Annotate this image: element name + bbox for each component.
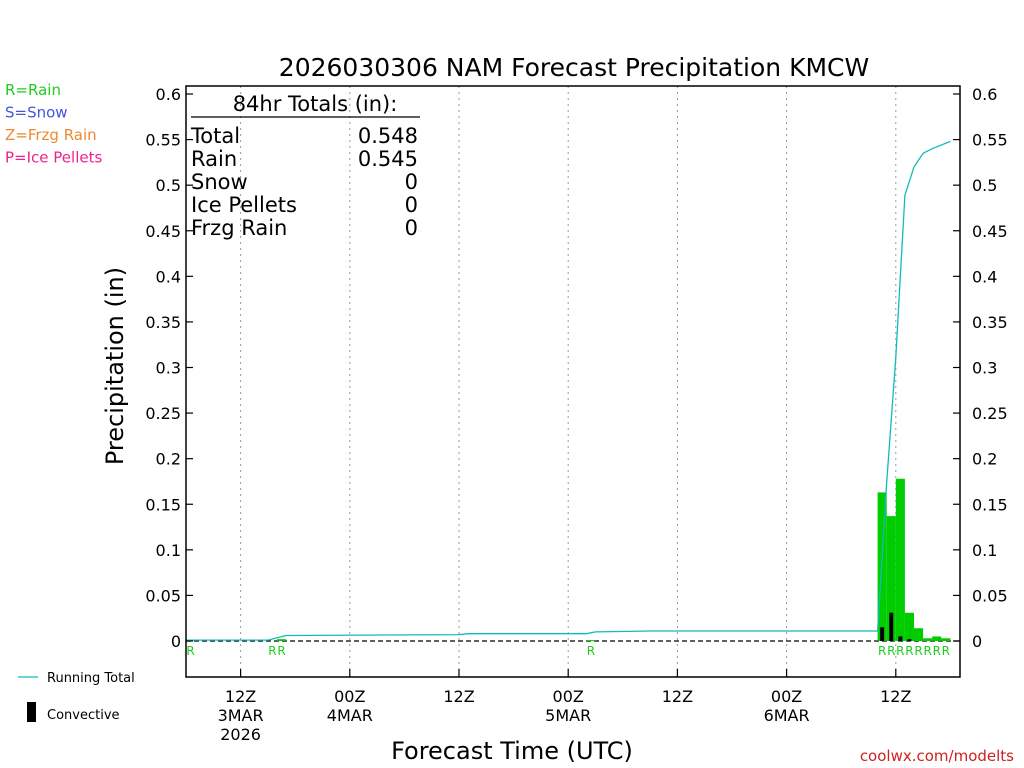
- chart-title: 2026030306 NAM Forecast Precipitation KM…: [279, 53, 869, 82]
- plot-frame: [185, 85, 961, 678]
- y-tick-label-right: 0.05: [972, 586, 1008, 605]
- convective-bar: [907, 639, 912, 641]
- precip-type-label: R: [887, 644, 895, 658]
- y-tick-label-left: 0.15: [145, 495, 181, 514]
- precip-bar: [886, 516, 896, 641]
- totals-row-name: Snow: [191, 170, 248, 194]
- x-tick-label: 2026: [220, 725, 261, 744]
- y-tick-label-left: 0.5: [156, 176, 181, 195]
- precip-type-label: R: [277, 644, 285, 658]
- bars-layer: [277, 478, 951, 642]
- x-tick-label: 12Z: [880, 687, 911, 706]
- precip-bar: [895, 478, 905, 641]
- y-tick-label-right: 0.4: [972, 267, 997, 286]
- precip-bar: [277, 639, 287, 641]
- x-tick-label: 5MAR: [545, 706, 591, 725]
- y-tick-label-right: 0.35: [972, 313, 1008, 332]
- totals-row-value: 0: [405, 216, 418, 240]
- precip-type-label: R: [587, 644, 595, 658]
- convective-bar: [880, 627, 885, 641]
- precip-type-label: R: [942, 644, 950, 658]
- totals-row-name: Frzg Rain: [191, 216, 287, 240]
- x-tick-label: 3MAR: [218, 706, 264, 725]
- y-tick-label-left: 0.2: [156, 450, 181, 469]
- x-tick-label: 00Z: [771, 687, 802, 706]
- totals-row-name: Ice Pellets: [191, 193, 297, 217]
- y-tick-label-right: 0: [972, 632, 982, 651]
- y-tick-label-right: 0.55: [972, 131, 1008, 150]
- x-axis-label: Forecast Time (UTC): [391, 737, 633, 765]
- totals-row-name: Rain: [191, 147, 237, 171]
- precip-type-label: R: [896, 644, 904, 658]
- y-axis-label: Precipitation (in): [101, 267, 129, 465]
- x-tick-label: 00Z: [334, 687, 365, 706]
- y-tick-label-left: 0.3: [156, 359, 181, 378]
- x-tick-label: 12Z: [443, 687, 474, 706]
- precip-bar: [914, 628, 924, 641]
- y-tick-label-right: 0.5: [972, 176, 997, 195]
- convective-swatch: [27, 702, 36, 722]
- y-tick-label-left: 0.25: [145, 404, 181, 423]
- legend-running-total: Running Total: [47, 671, 135, 686]
- y-tick-label-right: 0.45: [972, 222, 1008, 241]
- x-tick-label: 4MAR: [327, 706, 373, 725]
- legend-item: Z=Frzg Rain: [5, 126, 97, 144]
- precip-type-label: R: [923, 644, 931, 658]
- x-tick-label: 00Z: [553, 687, 584, 706]
- y-tick-label-left: 0.6: [156, 85, 181, 104]
- convective-bar: [898, 636, 903, 641]
- x-tick-label: 6MAR: [764, 706, 810, 725]
- legend-convective: Convective: [47, 708, 120, 723]
- totals-row-value: 0.545: [358, 147, 418, 171]
- precip-type-label: R: [933, 644, 941, 658]
- y-tick-label-left: 0.4: [156, 267, 181, 286]
- y-tick-label-left: 0.55: [145, 131, 181, 150]
- precip-type-label: R: [914, 644, 922, 658]
- y-tick-label-right: 0.3: [972, 359, 997, 378]
- precip-type-label: R: [186, 644, 194, 658]
- precip-type-label: R: [905, 644, 913, 658]
- precip-type-label: R: [878, 644, 886, 658]
- x-tick-label: 12Z: [225, 687, 256, 706]
- labels-layer: 0 00.05 0.050.1 0.10.15 0.150.2 0.20.25 0.250.…: [5, 81, 1008, 744]
- legend-item: R=Rain: [5, 81, 61, 99]
- y-tick-label-right: 0.15: [972, 495, 1008, 514]
- precip-bar: [904, 612, 914, 641]
- precip-type-label: R: [268, 644, 276, 658]
- precip-bar: [923, 638, 933, 641]
- y-tick-label-right: 0.25: [972, 404, 1008, 423]
- convective-bar: [889, 612, 894, 641]
- grid-layer: [186, 86, 960, 677]
- y-tick-label-left: 0: [171, 632, 181, 651]
- y-tick-label-left: 0.35: [145, 313, 181, 332]
- totals-row-value: 0.548: [358, 124, 418, 148]
- legend-item: S=Snow: [5, 104, 68, 122]
- credit-text: coolwx.com/modelts: [860, 747, 1014, 765]
- precip-bar: [586, 640, 596, 642]
- running-total-line: [186, 140, 951, 641]
- y-tick-label-right: 0.2: [972, 450, 997, 469]
- y-tick-label-right: 0.6: [972, 85, 997, 104]
- totals-row-name: Total: [190, 124, 240, 148]
- y-tick-label-left: 0.1: [156, 541, 181, 560]
- totals-header: 84hr Totals (in):: [233, 92, 398, 116]
- x-tick-label: 12Z: [662, 687, 693, 706]
- legend-item: P=Ice Pellets: [5, 149, 102, 167]
- y-tick-label-left: 0.05: [145, 586, 181, 605]
- precip-bar: [941, 638, 951, 641]
- axes-layer: [185, 85, 961, 678]
- y-tick-label-left: 0.45: [145, 222, 181, 241]
- precip-bar: [932, 636, 942, 641]
- totals-row-value: 0: [405, 170, 418, 194]
- totals-row-value: 0: [405, 193, 418, 217]
- running-total-layer: [186, 140, 951, 641]
- y-tick-label-right: 0.1: [972, 541, 997, 560]
